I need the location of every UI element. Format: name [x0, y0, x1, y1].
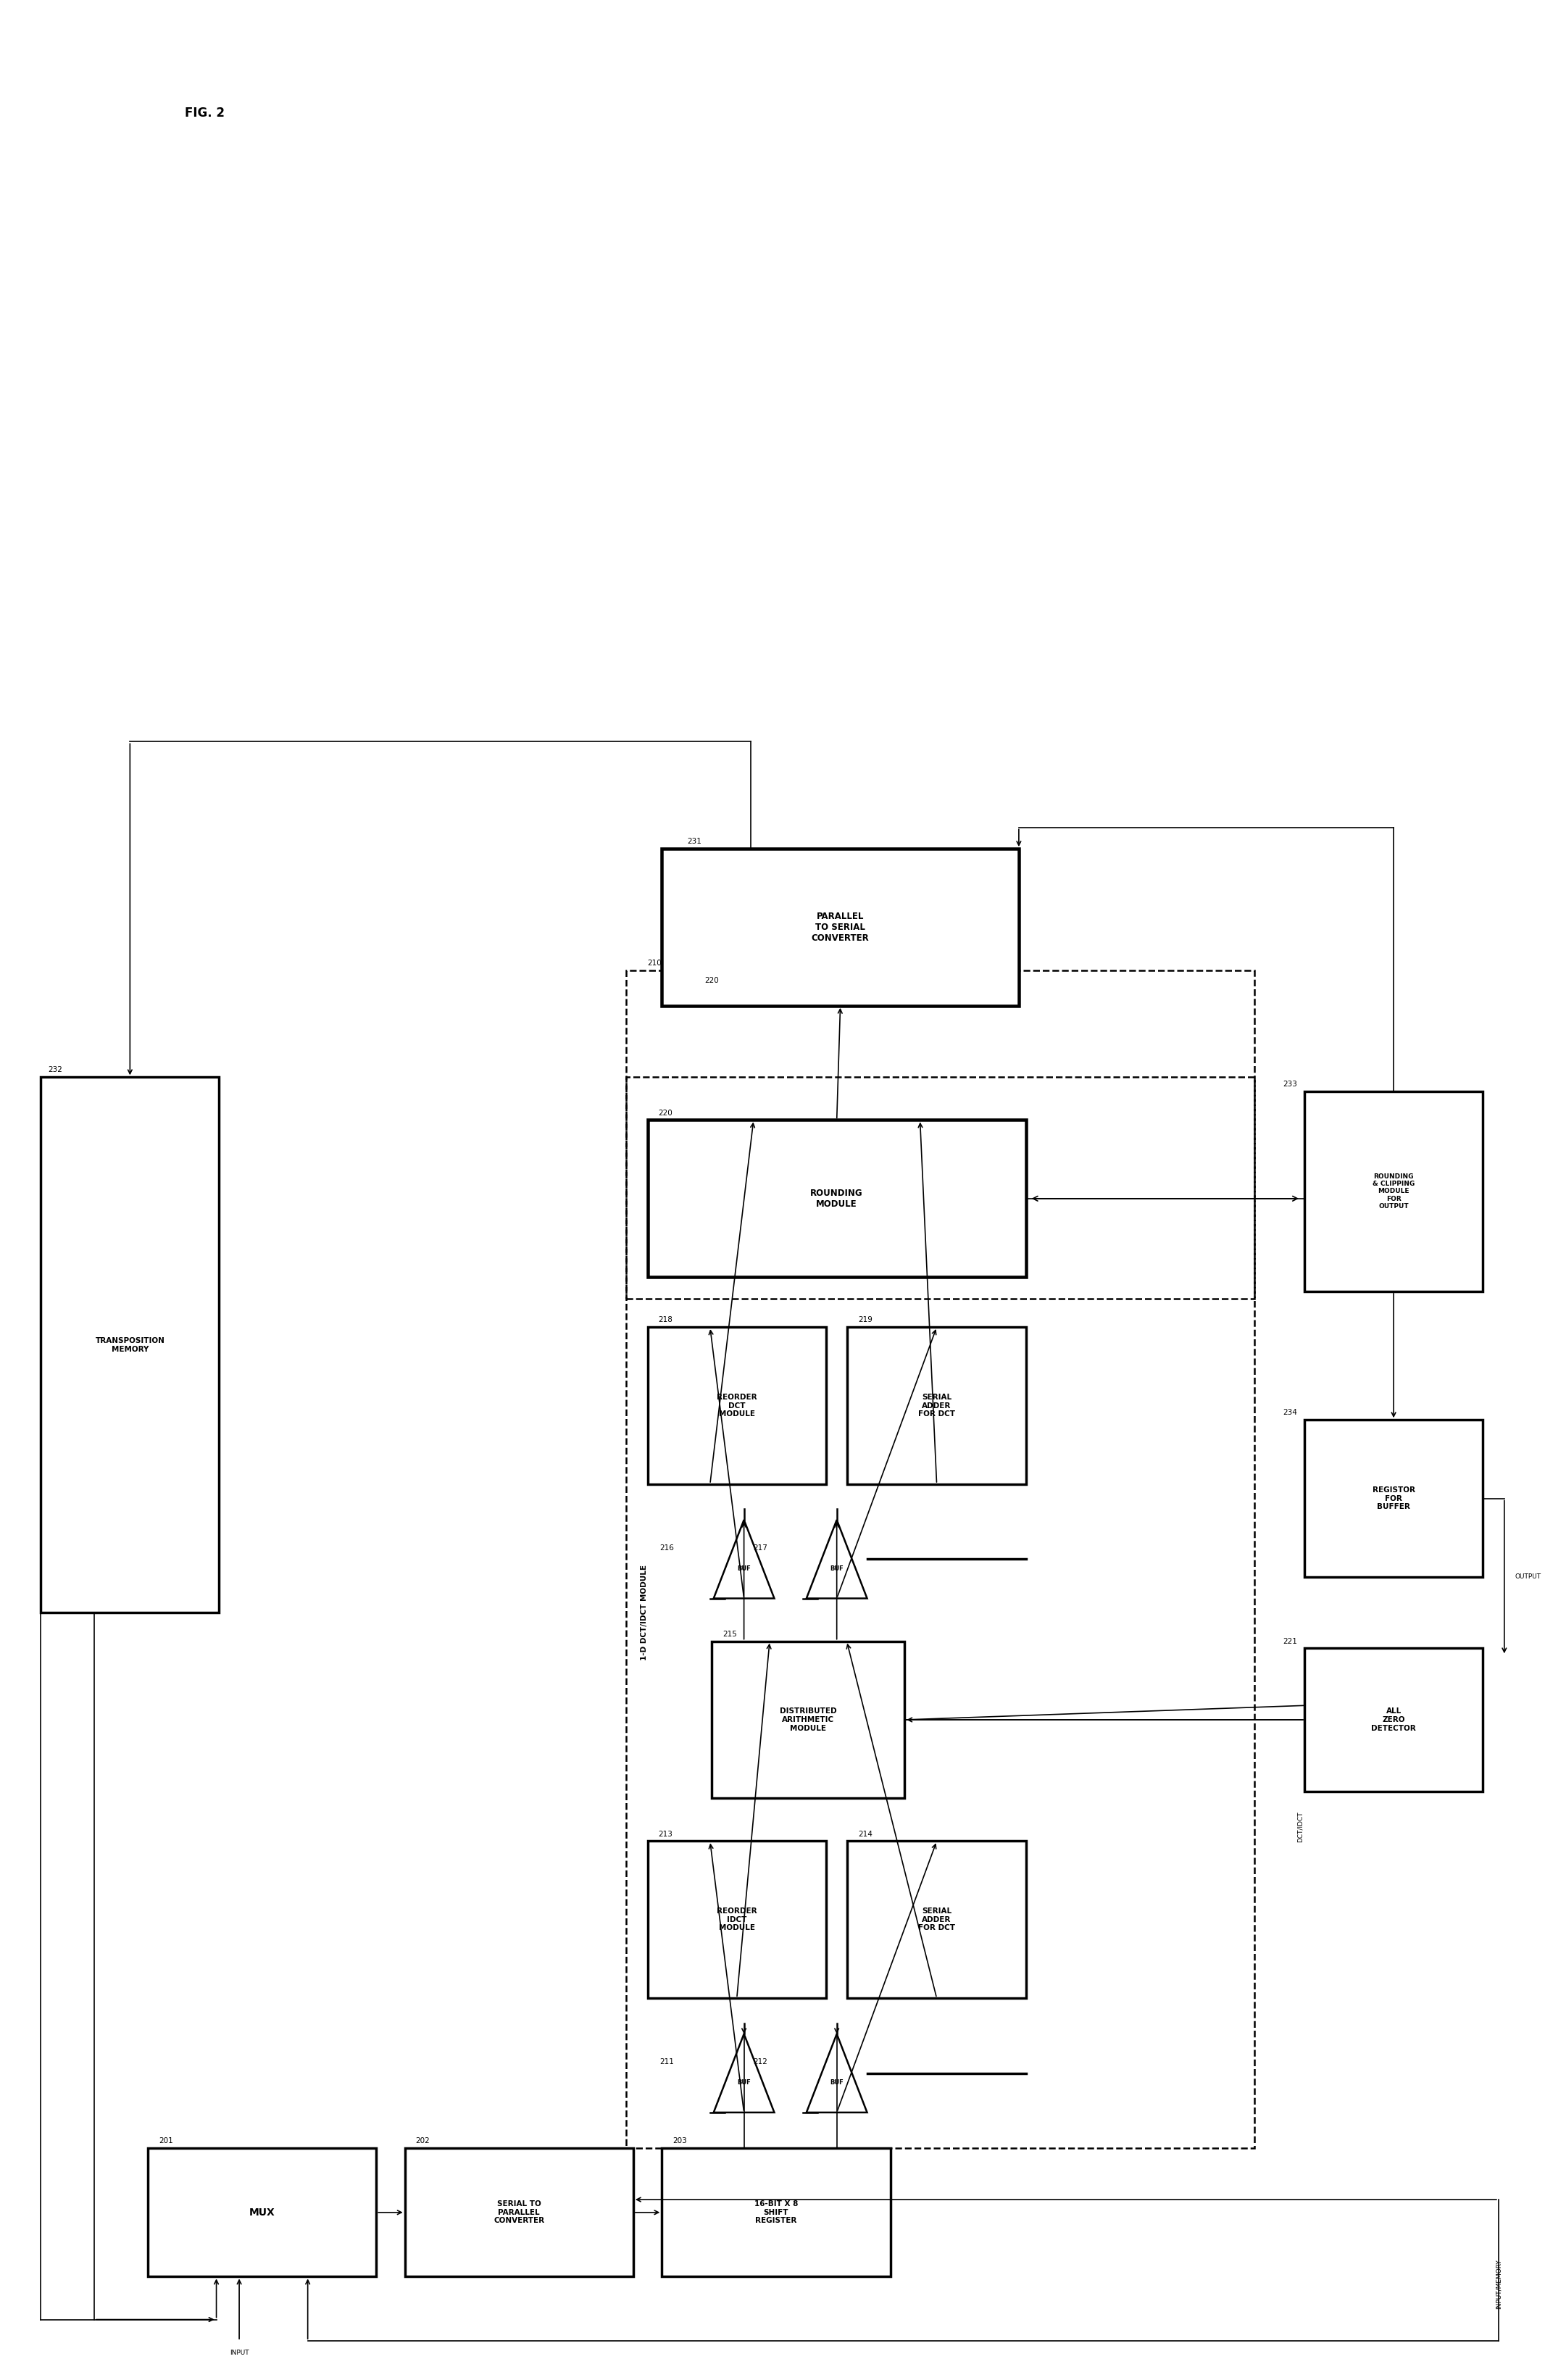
Text: 233: 233 — [1282, 1081, 1298, 1088]
Text: REORDER
IDCT
MODULE: REORDER IDCT MODULE — [717, 1909, 757, 1933]
Bar — [647, 1842, 827, 1999]
Text: 214: 214 — [857, 1830, 873, 1837]
Text: 221: 221 — [1282, 1637, 1298, 1645]
Polygon shape — [806, 1521, 867, 1599]
Text: 16-BIT X 8
SHIFT
REGISTER: 16-BIT X 8 SHIFT REGISTER — [754, 2202, 797, 2225]
Bar — [661, 850, 1018, 1007]
Text: MUX: MUX — [249, 2206, 275, 2218]
Text: ALL
ZERO
DETECTOR: ALL ZERO DETECTOR — [1372, 1709, 1417, 1733]
Text: 217: 217 — [752, 1545, 768, 1552]
Bar — [848, 1328, 1026, 1485]
Bar — [405, 2149, 633, 2278]
Text: SERIAL TO
PARALLEL
CONVERTER: SERIAL TO PARALLEL CONVERTER — [494, 2202, 544, 2225]
Text: 215: 215 — [723, 1630, 737, 1637]
Text: 213: 213 — [658, 1830, 672, 1837]
Bar — [848, 1842, 1026, 1999]
Text: 202: 202 — [416, 2137, 430, 2144]
Bar — [148, 2149, 377, 2278]
Bar — [626, 971, 1255, 1299]
Bar — [1304, 1649, 1483, 1792]
Text: 231: 231 — [688, 838, 701, 845]
Text: REGISTOR
FOR
BUFFER: REGISTOR FOR BUFFER — [1372, 1488, 1415, 1511]
Text: 216: 216 — [660, 1545, 674, 1552]
Text: ROUNDING
& CLIPPING
MODULE
FOR
OUTPUT: ROUNDING & CLIPPING MODULE FOR OUTPUT — [1372, 1173, 1415, 1209]
Text: BUF: BUF — [737, 1566, 751, 1571]
Bar — [661, 2149, 890, 2278]
Bar — [1304, 1421, 1483, 1578]
Text: TRANSPOSITION
MEMORY: TRANSPOSITION MEMORY — [96, 1338, 165, 1352]
Text: PARALLEL
TO SERIAL
CONVERTER: PARALLEL TO SERIAL CONVERTER — [811, 912, 870, 942]
Bar — [712, 1642, 904, 1799]
Text: 220: 220 — [658, 1109, 672, 1116]
Text: 211: 211 — [660, 2059, 674, 2066]
Bar — [40, 1078, 219, 1614]
Bar — [1304, 1092, 1483, 1292]
Text: ROUNDING
MODULE: ROUNDING MODULE — [811, 1188, 864, 1209]
Text: 210: 210 — [647, 959, 661, 966]
Text: 203: 203 — [672, 2137, 688, 2144]
Text: 220: 220 — [705, 978, 718, 985]
Text: SERIAL
ADDER
FOR DCT: SERIAL ADDER FOR DCT — [918, 1909, 955, 1933]
Text: 232: 232 — [48, 1066, 62, 1073]
Text: FIG. 2: FIG. 2 — [185, 107, 226, 119]
Text: 219: 219 — [857, 1316, 873, 1323]
Text: DISTRIBUTED
ARITHMETIC
MODULE: DISTRIBUTED ARITHMETIC MODULE — [780, 1709, 837, 1733]
Text: INPUT: INPUT — [230, 2349, 249, 2356]
Text: OUTPUT: OUTPUT — [1516, 1573, 1542, 1580]
Bar — [647, 1328, 827, 1485]
Polygon shape — [806, 2035, 867, 2113]
Text: SERIAL
ADDER
FOR DCT: SERIAL ADDER FOR DCT — [918, 1395, 955, 1418]
Polygon shape — [714, 1521, 774, 1599]
Polygon shape — [714, 2035, 774, 2113]
Text: DCT/IDCT: DCT/IDCT — [1298, 1811, 1304, 1842]
Text: 1-D DCT/IDCT MODULE: 1-D DCT/IDCT MODULE — [640, 1564, 647, 1661]
Text: REORDER
DCT
MODULE: REORDER DCT MODULE — [717, 1395, 757, 1418]
Text: BUF: BUF — [737, 2080, 751, 2085]
Text: 234: 234 — [1282, 1409, 1298, 1416]
Text: BUF: BUF — [830, 2080, 844, 2085]
Text: 218: 218 — [658, 1316, 672, 1323]
Text: BUF: BUF — [830, 1566, 844, 1571]
Bar — [647, 1121, 1026, 1278]
Text: INPUT/MEMORY: INPUT/MEMORY — [1496, 2259, 1502, 2309]
Text: 201: 201 — [159, 2137, 173, 2144]
Bar — [626, 1078, 1255, 2149]
Text: 212: 212 — [752, 2059, 768, 2066]
